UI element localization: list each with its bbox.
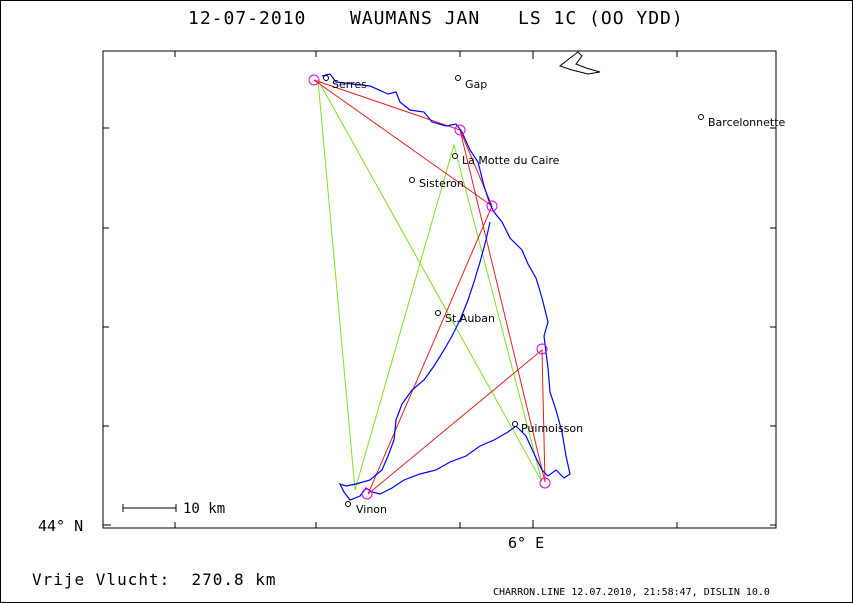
place-la-motte-du-caire: La Motte du Caire	[462, 154, 560, 167]
place-st-auban: St.Auban	[445, 312, 495, 325]
flight-track	[321, 73, 571, 501]
pilot-name: WAUMANS JAN	[350, 8, 481, 29]
glider-id: LS 1C (OO YDD)	[518, 8, 684, 29]
task-route	[313, 79, 546, 495]
turnpoint-5	[361, 488, 373, 500]
place-barcelonnette: Barcelonnette	[708, 116, 786, 129]
turnpoint-2	[486, 200, 498, 212]
task-leg	[313, 79, 493, 207]
lake-outline	[558, 51, 601, 75]
place-puimoisson: Puimoisson	[521, 422, 583, 435]
scale-bar-label: 10 km	[183, 501, 225, 517]
latitude-label: 44° N	[38, 517, 83, 535]
turnpoint-4	[539, 477, 551, 489]
place-serres: Serres	[332, 78, 367, 91]
place-sisteron: Sisteron	[419, 177, 464, 190]
place-vinon: Vinon	[356, 503, 387, 516]
map-border	[102, 50, 777, 529]
place-gap: Gap	[465, 78, 487, 91]
free-flight-distance: Vrije Vlucht: 270.8 km	[32, 570, 277, 589]
turnpoint-start	[308, 74, 320, 86]
triangle-route	[317, 79, 543, 491]
scale-bar	[122, 504, 177, 512]
town-markers	[323, 75, 704, 507]
longitude-label: 6° E	[508, 534, 544, 552]
turnpoint-1	[454, 124, 466, 136]
turnpoint-3	[536, 343, 548, 355]
axis-ticks	[103, 51, 776, 528]
turnpoints	[308, 74, 551, 500]
flight-date: 12-07-2010	[188, 8, 307, 29]
credit-line: CHARRON.LINE 12.07.2010, 21:58:47, DISLI…	[493, 587, 770, 598]
